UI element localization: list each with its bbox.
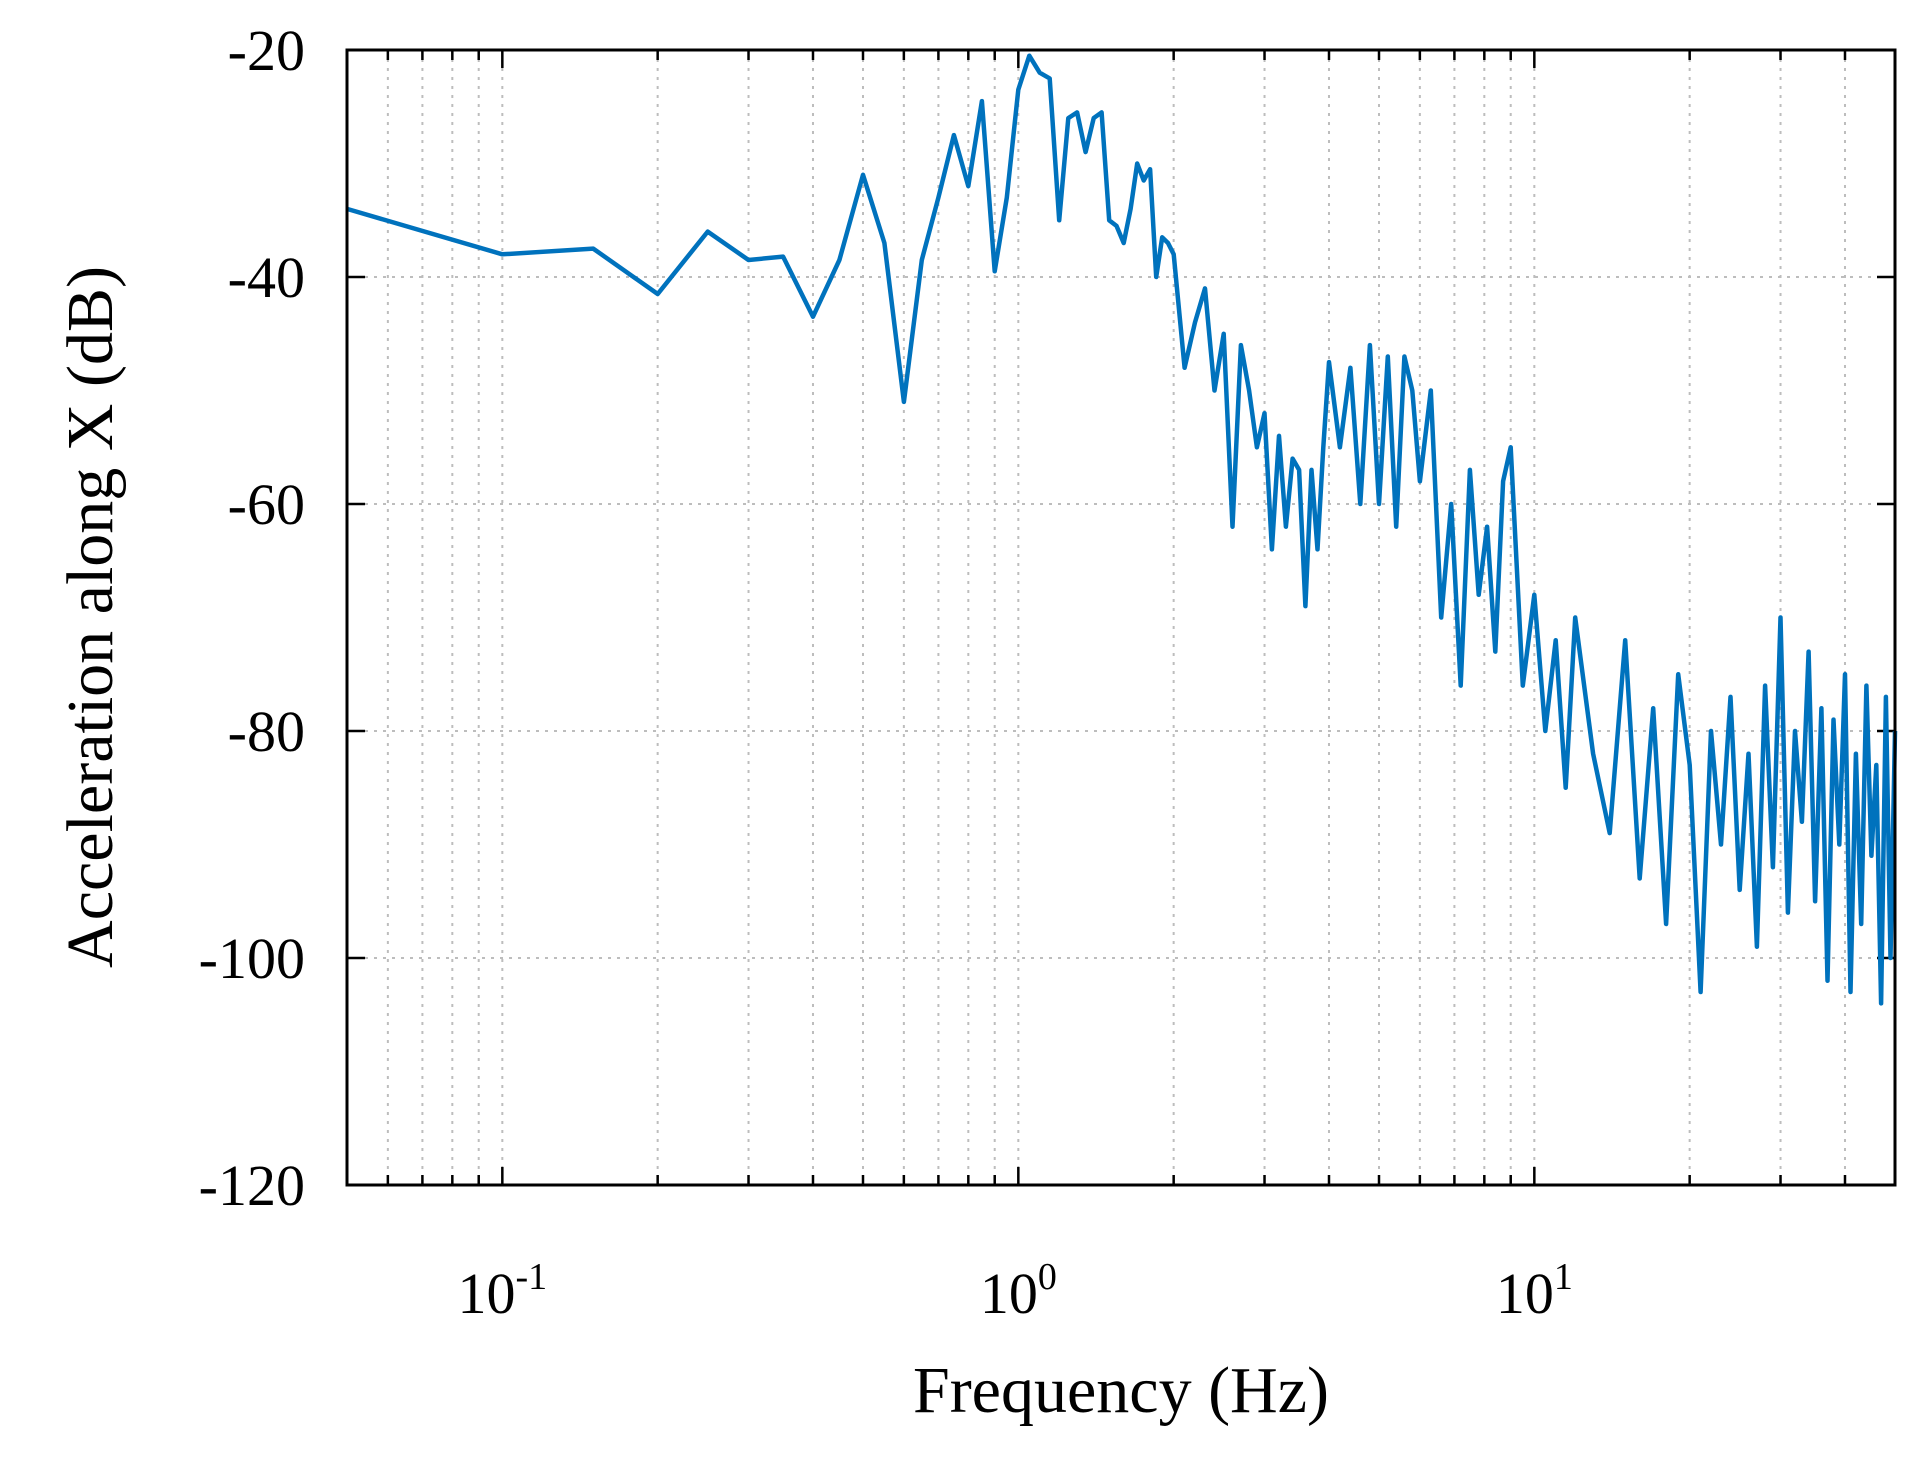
x-tick-label: 100 — [980, 1256, 1057, 1326]
y-tick-label: -100 — [199, 926, 305, 991]
y-tick-label: -20 — [228, 18, 305, 83]
x-tick-label: 101 — [1496, 1256, 1573, 1326]
plot-frame — [345, 48, 1897, 1187]
x-tick-label: 10-1 — [458, 1256, 548, 1326]
y-tick-label: -40 — [228, 245, 305, 310]
grid-lines — [346, 49, 1896, 1186]
x-axis-title: Frequency (Hz) — [913, 1354, 1329, 1427]
y-tick-label: -120 — [199, 1153, 305, 1218]
y-axis-title: Acceleration along X (dB) — [54, 266, 127, 968]
y-axis-ticks: -20 -40 -60 -80 -100 -120 — [199, 18, 1895, 1218]
y-tick-label: -60 — [228, 472, 305, 537]
y-tick-label: -80 — [228, 699, 305, 764]
series-line — [346, 53, 1898, 1006]
